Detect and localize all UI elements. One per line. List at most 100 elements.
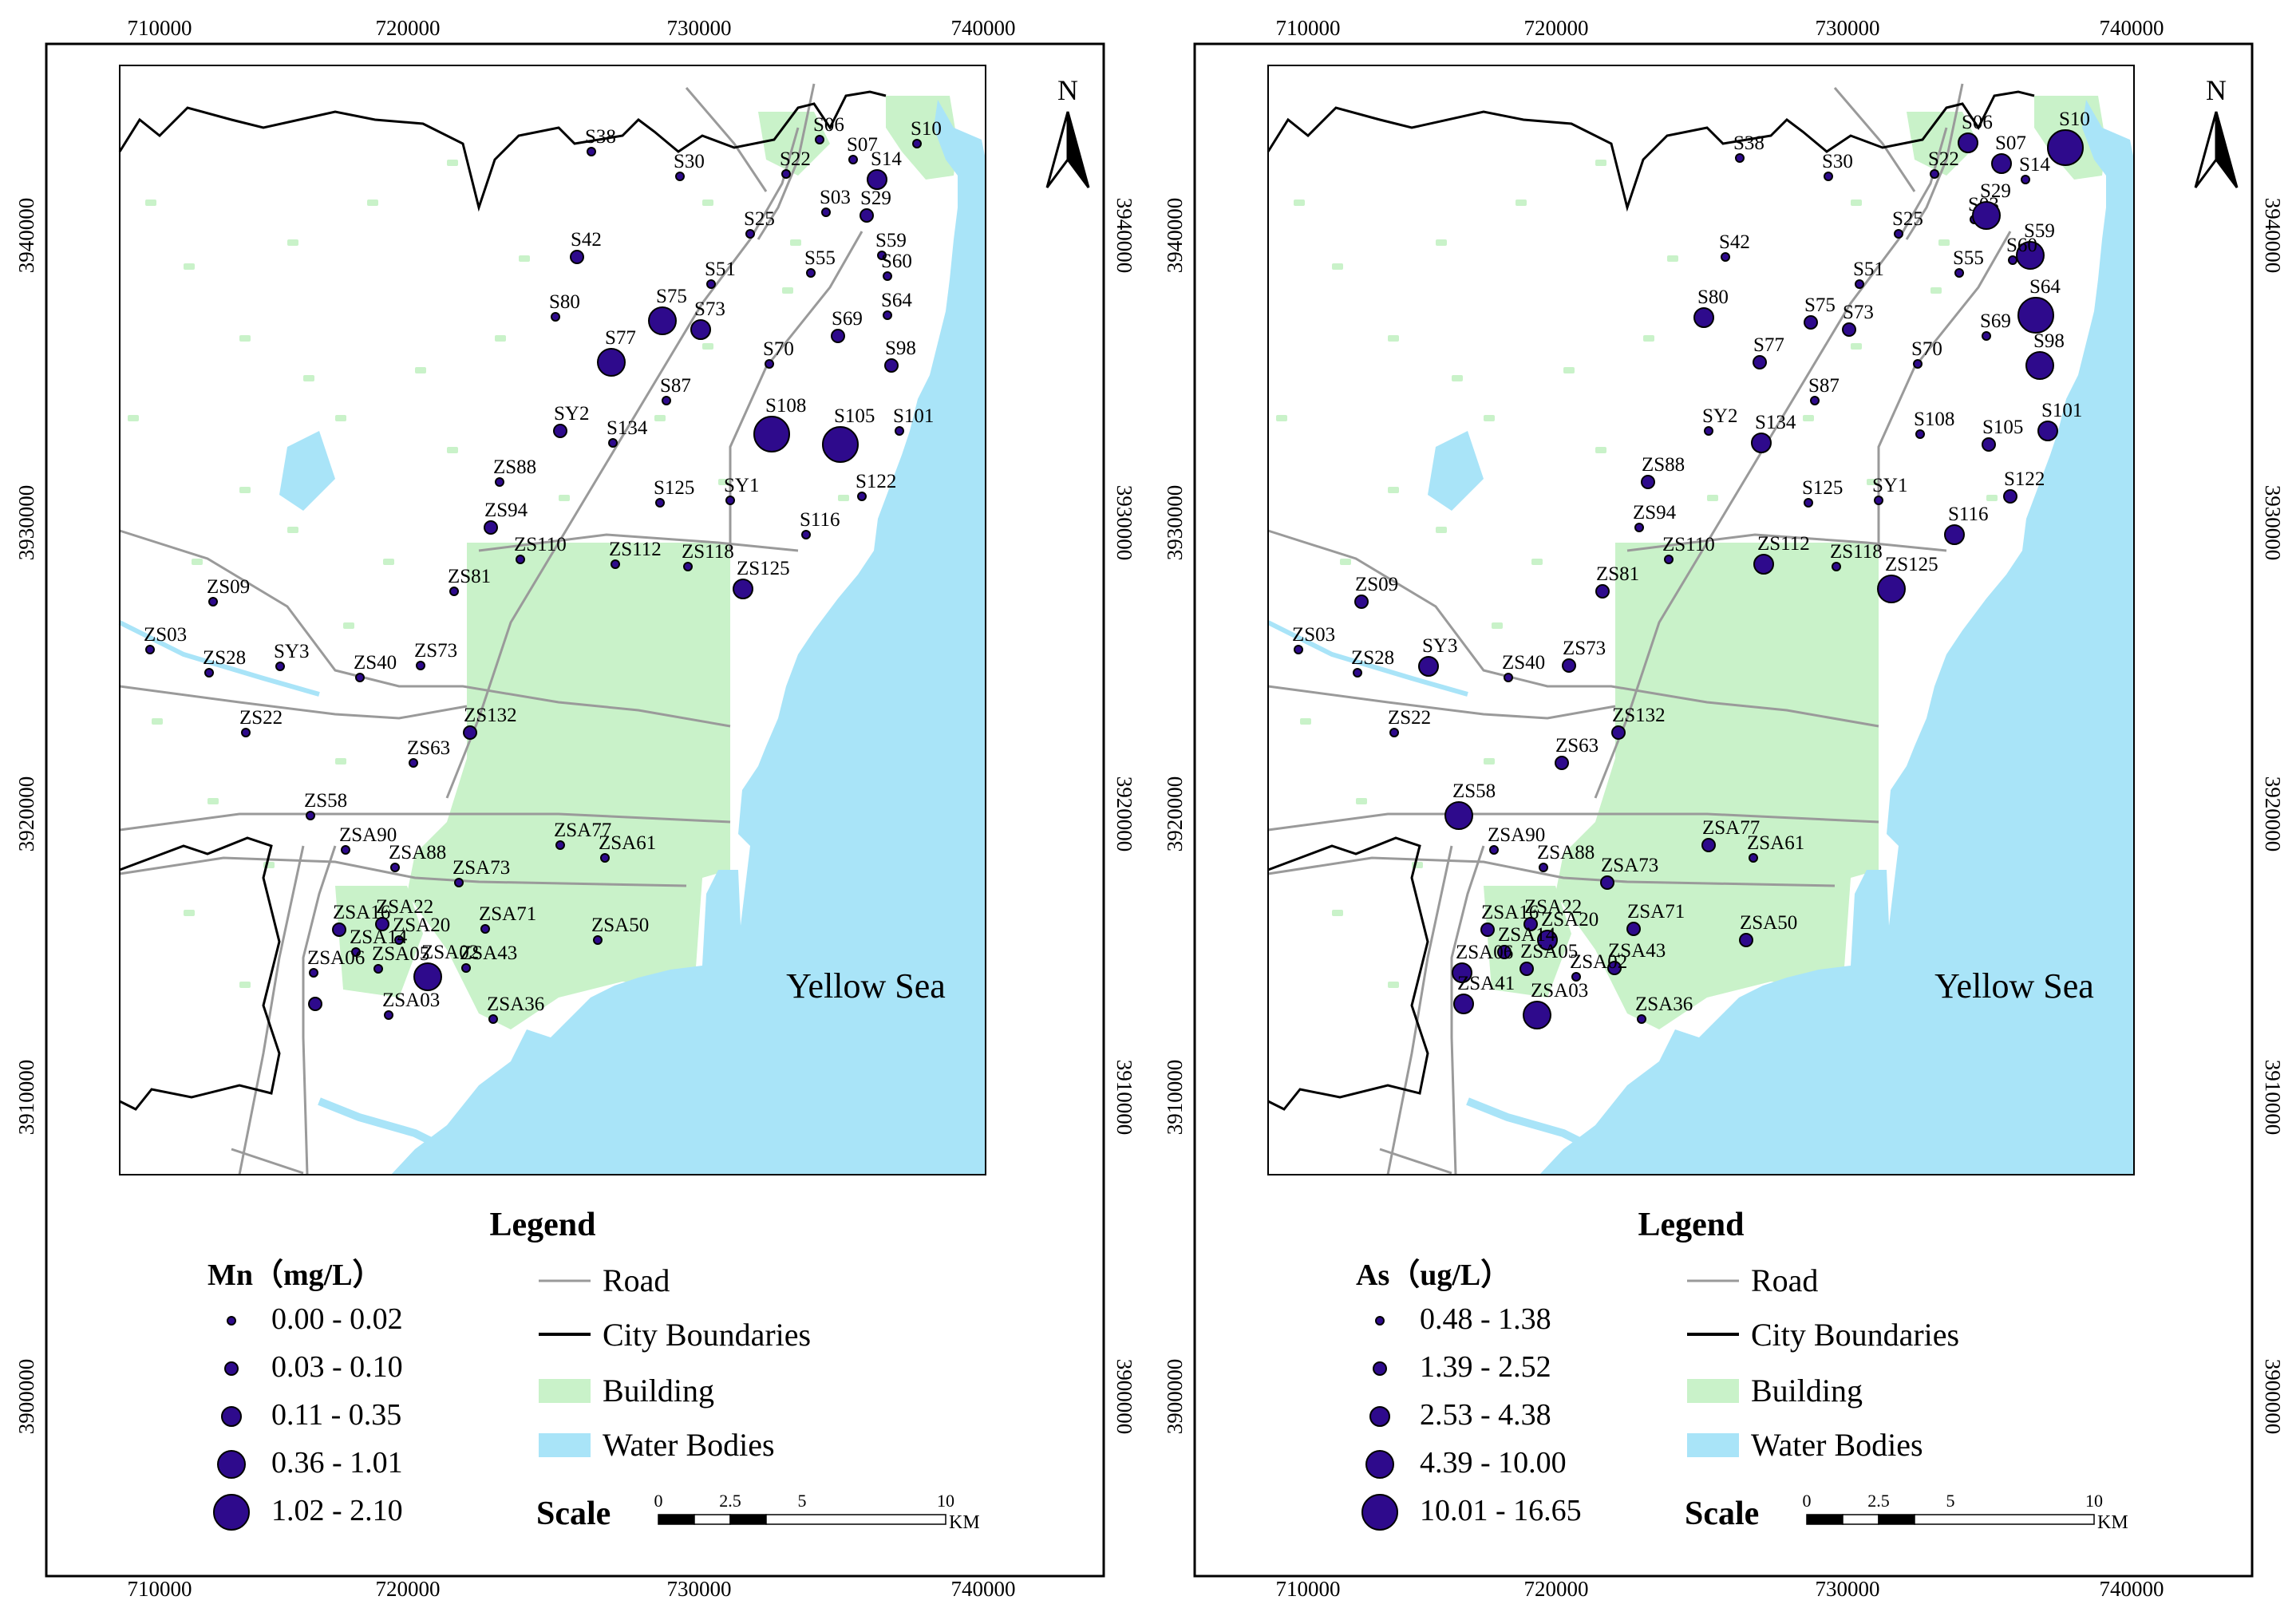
site-marker[interactable] <box>1480 923 1495 937</box>
site-marker[interactable] <box>1944 524 1965 545</box>
site-marker[interactable] <box>2008 255 2017 265</box>
site-marker[interactable] <box>600 853 610 863</box>
sample-site[interactable]: ZSA02 <box>413 942 479 991</box>
sample-site[interactable]: ZSA90 <box>1488 824 1545 855</box>
sample-site[interactable]: ZS125 <box>733 558 790 599</box>
sample-site[interactable]: S03 <box>820 187 851 217</box>
site-marker[interactable] <box>488 1014 498 1024</box>
site-marker[interactable] <box>648 306 677 335</box>
site-marker[interactable] <box>1537 930 1558 950</box>
sample-site[interactable]: S98 <box>2025 330 2065 380</box>
sample-site[interactable]: ZS125 <box>1877 554 1938 603</box>
site-marker[interactable] <box>1894 229 1903 239</box>
site-marker[interactable] <box>241 728 251 737</box>
site-marker[interactable] <box>587 147 596 156</box>
sample-site[interactable]: S75 <box>648 286 687 335</box>
site-marker[interactable] <box>1804 498 1813 508</box>
sample-site[interactable]: S75 <box>1804 294 1836 330</box>
site-marker[interactable] <box>1915 429 1925 439</box>
site-marker[interactable] <box>1721 252 1730 262</box>
sample-site[interactable]: ZSA41 <box>1453 973 1515 1014</box>
sample-site[interactable]: ZS58 <box>1444 780 1496 830</box>
sample-site[interactable]: ZS110 <box>514 534 567 564</box>
site-marker[interactable] <box>1832 562 1841 571</box>
site-marker[interactable] <box>821 207 831 217</box>
sample-site[interactable]: ZS81 <box>448 566 491 596</box>
site-marker[interactable] <box>373 964 383 974</box>
sample-site[interactable]: ZS110 <box>1662 534 1715 564</box>
site-marker[interactable] <box>308 997 322 1011</box>
sample-site[interactable]: ZS03 <box>144 624 187 654</box>
site-marker[interactable] <box>484 520 498 535</box>
sample-site[interactable]: S60 <box>2006 235 2037 265</box>
sample-site[interactable]: ZS28 <box>203 647 246 678</box>
site-marker[interactable] <box>1600 875 1614 890</box>
site-marker[interactable] <box>848 155 858 164</box>
sample-site[interactable]: S125 <box>1802 477 1843 508</box>
sample-site[interactable]: ZS03 <box>1292 624 1335 654</box>
site-marker[interactable] <box>1753 355 1767 369</box>
site-marker[interactable] <box>1607 961 1622 975</box>
sample-site[interactable]: S29 <box>1972 180 2011 230</box>
site-marker[interactable] <box>801 530 811 539</box>
sample-site[interactable]: ZS40 <box>354 652 397 682</box>
site-marker[interactable] <box>1626 922 1641 936</box>
sample-site[interactable]: SY2 <box>1702 405 1737 436</box>
sample-site[interactable]: ZSA50 <box>591 915 649 945</box>
site-marker[interactable] <box>593 935 603 945</box>
site-marker[interactable] <box>145 645 155 654</box>
site-marker[interactable] <box>390 863 400 872</box>
site-marker[interactable] <box>204 668 214 678</box>
site-marker[interactable] <box>884 358 899 373</box>
sample-site[interactable]: ZSA43 <box>1607 940 1666 975</box>
sample-site[interactable]: ZS94 <box>484 500 528 535</box>
site-marker[interactable] <box>1972 201 2001 230</box>
sample-site[interactable]: S22 <box>780 148 811 179</box>
site-marker[interactable] <box>831 329 845 343</box>
site-marker[interactable] <box>1804 315 1818 330</box>
site-marker[interactable] <box>2021 175 2030 184</box>
sample-site[interactable]: ZSA03 <box>382 990 440 1020</box>
sample-site[interactable]: ZSA22 <box>1523 896 1582 931</box>
sample-site[interactable]: S30 <box>674 151 705 181</box>
sample-site[interactable]: ZSA88 <box>389 842 446 872</box>
site-marker[interactable] <box>1354 595 1369 609</box>
sample-site[interactable]: S06 <box>813 114 844 144</box>
sample-site[interactable]: S30 <box>1822 151 1853 181</box>
sample-site[interactable]: ZSA05 <box>372 943 429 974</box>
sample-site[interactable]: ZSA20 <box>393 915 450 945</box>
site-marker[interactable] <box>1753 554 1774 575</box>
sample-site[interactable]: S80 <box>1693 286 1729 328</box>
site-marker[interactable] <box>2003 489 2017 504</box>
sample-site[interactable]: S116 <box>800 509 840 539</box>
sample-site[interactable]: ZSA03 <box>1523 980 1588 1029</box>
site-marker[interactable] <box>413 962 442 991</box>
site-marker[interactable] <box>806 268 816 278</box>
site-marker[interactable] <box>1954 268 1964 278</box>
sample-site[interactable]: S122 <box>2003 468 2045 504</box>
sample-site[interactable]: ZS132 <box>463 705 517 740</box>
sample-site[interactable]: S42 <box>570 229 602 264</box>
sample-site[interactable]: S116 <box>1944 504 1988 545</box>
sample-site[interactable]: ZS112 <box>609 539 662 569</box>
site-marker[interactable] <box>781 169 791 179</box>
sample-site[interactable]: S38 <box>1733 132 1764 163</box>
sample-site[interactable]: S69 <box>831 308 863 343</box>
sample-site[interactable]: ZS118 <box>682 541 734 571</box>
site-marker[interactable] <box>332 923 346 937</box>
sample-site[interactable]: S134 <box>607 417 648 448</box>
sample-site[interactable]: ZS112 <box>1753 533 1810 575</box>
site-marker[interactable] <box>655 498 665 508</box>
sample-site[interactable]: S125 <box>654 477 694 508</box>
sample-site[interactable]: ZSA77 <box>1701 817 1760 852</box>
sample-site[interactable]: ZSA36 <box>487 994 544 1024</box>
site-marker[interactable] <box>1693 307 1714 328</box>
sample-site[interactable]: ZSA14 <box>1497 924 1556 959</box>
sample-site[interactable]: S06 <box>1958 112 1993 153</box>
sample-site[interactable]: S105 <box>1982 417 2023 452</box>
sample-site[interactable]: S101 <box>2037 400 2082 441</box>
sample-site[interactable]: ZSA43 <box>460 942 517 973</box>
site-marker[interactable] <box>1641 475 1655 489</box>
sample-site[interactable]: ZS88 <box>493 456 536 487</box>
